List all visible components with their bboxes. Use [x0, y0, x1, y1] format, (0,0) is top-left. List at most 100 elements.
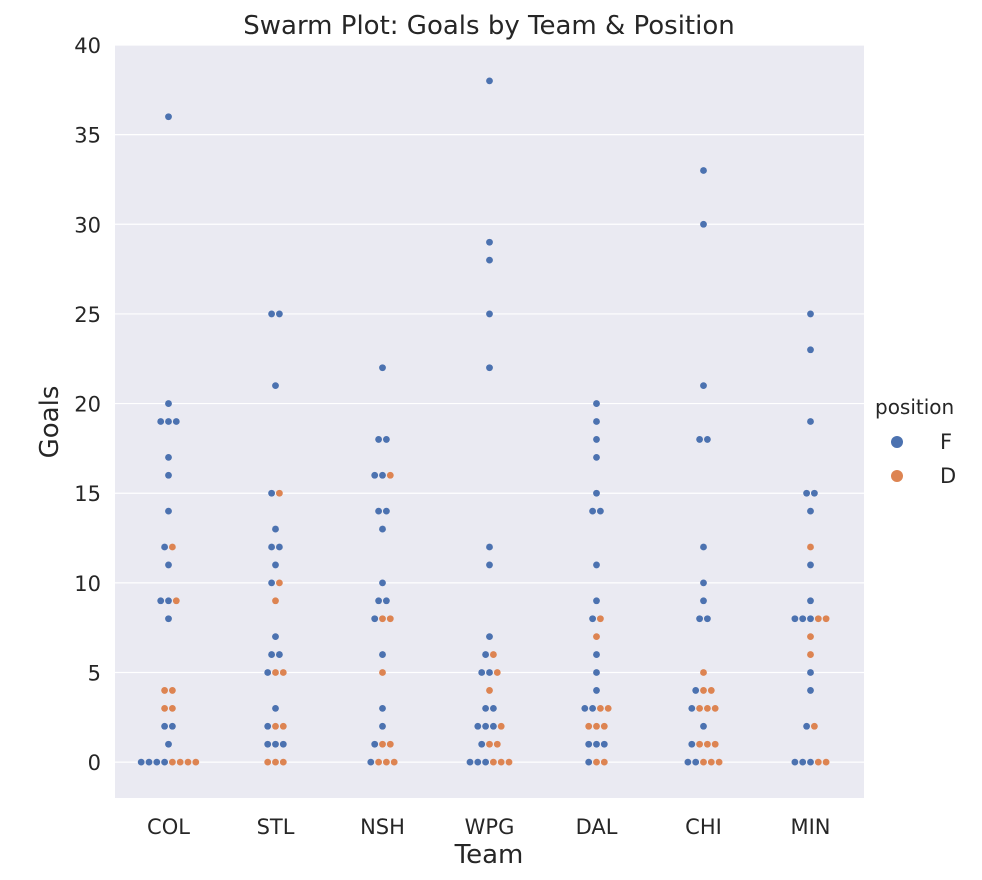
y-tick-label: 0: [88, 751, 101, 775]
point-f-chi: [700, 220, 707, 228]
point-d-min: [814, 758, 822, 766]
y-tick-label: 20: [74, 393, 101, 417]
point-f-stl: [276, 310, 283, 318]
point-d-min: [807, 543, 814, 551]
point-f-nsh: [375, 507, 382, 515]
point-f-wpg: [482, 704, 489, 712]
point-f-min: [807, 758, 814, 766]
point-f-min: [803, 722, 810, 730]
point-f-min: [791, 758, 799, 766]
point-f-stl: [268, 310, 275, 318]
point-d-dal: [597, 615, 604, 623]
point-d-wpg: [497, 758, 505, 766]
point-f-col: [165, 740, 172, 748]
point-f-dal: [593, 687, 600, 694]
point-f-wpg: [486, 310, 493, 318]
point-d-stl: [276, 489, 283, 497]
point-f-dal: [585, 758, 593, 766]
point-d-nsh: [379, 615, 386, 623]
point-f-stl: [264, 740, 272, 748]
point-d-dal: [593, 722, 600, 730]
x-tick-label: STL: [257, 815, 295, 839]
point-d-chi: [696, 740, 703, 748]
point-f-min: [807, 669, 814, 676]
point-d-dal: [593, 633, 600, 641]
point-f-nsh: [379, 651, 386, 658]
point-f-col: [169, 722, 176, 730]
point-f-chi: [700, 167, 707, 174]
point-f-wpg: [482, 651, 489, 658]
point-f-nsh: [375, 436, 382, 443]
point-d-wpg: [486, 687, 493, 694]
point-f-wpg: [486, 561, 493, 569]
point-f-chi: [688, 704, 696, 712]
point-d-wpg: [490, 758, 497, 766]
point-f-wpg: [486, 77, 493, 85]
point-f-wpg: [486, 669, 493, 676]
legend-marker-f: [891, 436, 903, 448]
point-f-nsh: [367, 758, 375, 766]
x-tick-label: COL: [147, 815, 190, 839]
point-f-dal: [589, 507, 596, 515]
point-f-nsh: [379, 579, 386, 587]
point-f-chi: [700, 597, 707, 605]
point-d-chi: [711, 704, 719, 712]
point-d-stl: [279, 758, 287, 766]
x-tick-label: MIN: [790, 815, 830, 839]
point-f-wpg: [474, 758, 482, 766]
point-f-col: [172, 418, 180, 425]
point-f-stl: [268, 579, 275, 587]
point-f-col: [165, 507, 172, 515]
point-d-dal: [600, 758, 608, 766]
point-f-chi: [688, 740, 696, 748]
point-f-col: [165, 615, 172, 623]
point-d-wpg: [497, 722, 505, 730]
point-d-col: [169, 687, 176, 694]
point-f-stl: [272, 740, 279, 748]
point-d-nsh: [383, 758, 390, 766]
point-f-wpg: [482, 758, 489, 766]
y-tick-labels: 0 5 10 15 20 25 30 35 40: [74, 34, 101, 775]
point-f-dal: [593, 453, 600, 461]
point-f-wpg: [486, 364, 493, 372]
point-f-dal: [593, 669, 600, 676]
point-f-min: [807, 597, 814, 605]
point-d-nsh: [379, 740, 386, 748]
chart-title: Swarm Plot: Goals by Team & Position: [243, 11, 735, 41]
point-f-stl: [279, 740, 287, 748]
point-f-col: [137, 758, 145, 766]
point-f-stl: [272, 561, 279, 569]
point-d-stl: [279, 722, 287, 730]
point-d-min: [814, 615, 822, 623]
point-d-chi: [700, 758, 707, 766]
point-d-nsh: [375, 758, 382, 766]
point-f-dal: [600, 740, 608, 748]
x-axis-label: Team: [454, 840, 524, 870]
y-tick-label: 5: [88, 662, 101, 686]
point-f-wpg: [486, 543, 493, 551]
data-points: [137, 77, 830, 766]
point-f-min: [811, 489, 818, 497]
point-f-col: [161, 543, 169, 551]
y-tick-label: 30: [74, 213, 101, 237]
point-d-col: [176, 758, 184, 766]
point-f-nsh: [371, 740, 379, 748]
point-f-dal: [593, 651, 600, 658]
point-f-col: [165, 418, 172, 425]
point-f-dal: [593, 561, 600, 569]
point-f-wpg: [478, 740, 486, 748]
y-tick-label: 35: [74, 124, 101, 148]
point-f-chi: [700, 382, 707, 390]
point-f-chi: [692, 687, 700, 694]
point-d-dal: [597, 704, 604, 712]
point-d-stl: [272, 758, 279, 766]
legend-label-f: F: [940, 430, 952, 454]
point-d-dal: [593, 758, 600, 766]
point-f-stl: [272, 704, 279, 712]
point-d-chi: [707, 687, 715, 694]
point-f-min: [807, 615, 814, 623]
point-f-wpg: [486, 238, 493, 246]
point-d-min: [822, 758, 830, 766]
point-f-stl: [264, 722, 272, 730]
point-f-nsh: [383, 507, 390, 515]
